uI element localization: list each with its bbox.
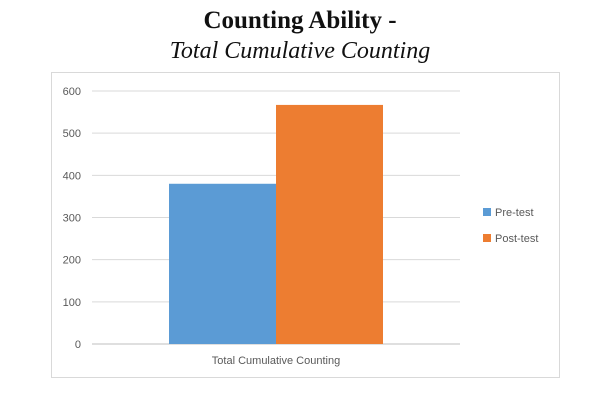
y-tick-label: 400 [63,170,81,182]
x-axis: Total Cumulative Counting [212,355,340,367]
y-tick-label: 500 [63,128,81,140]
legend-label: Post-test [495,233,538,245]
y-tick-label: 200 [63,255,81,267]
y-tick-label: 300 [63,213,81,225]
bar-post-test [276,104,383,344]
y-tick-label: 600 [63,86,81,98]
legend-swatch [483,208,491,216]
legend-swatch [483,234,491,242]
chart-title-line1: Counting Ability - [203,7,397,34]
y-tick-label: 0 [75,339,81,351]
legend-label: Pre-test [495,207,534,219]
chart-subtitle: Total Cumulative Counting [169,38,431,64]
bars [169,104,383,344]
legend: Pre-test Post-test [483,207,538,245]
chart-title: Counting Ability - Total Cumulative Coun… [0,6,600,66]
x-tick-label: Total Cumulative Counting [212,355,340,367]
y-tick-label: 100 [63,297,81,309]
bar-pre-test [169,183,276,344]
y-axis: 0 100 200 300 400 500 600 [63,86,81,351]
